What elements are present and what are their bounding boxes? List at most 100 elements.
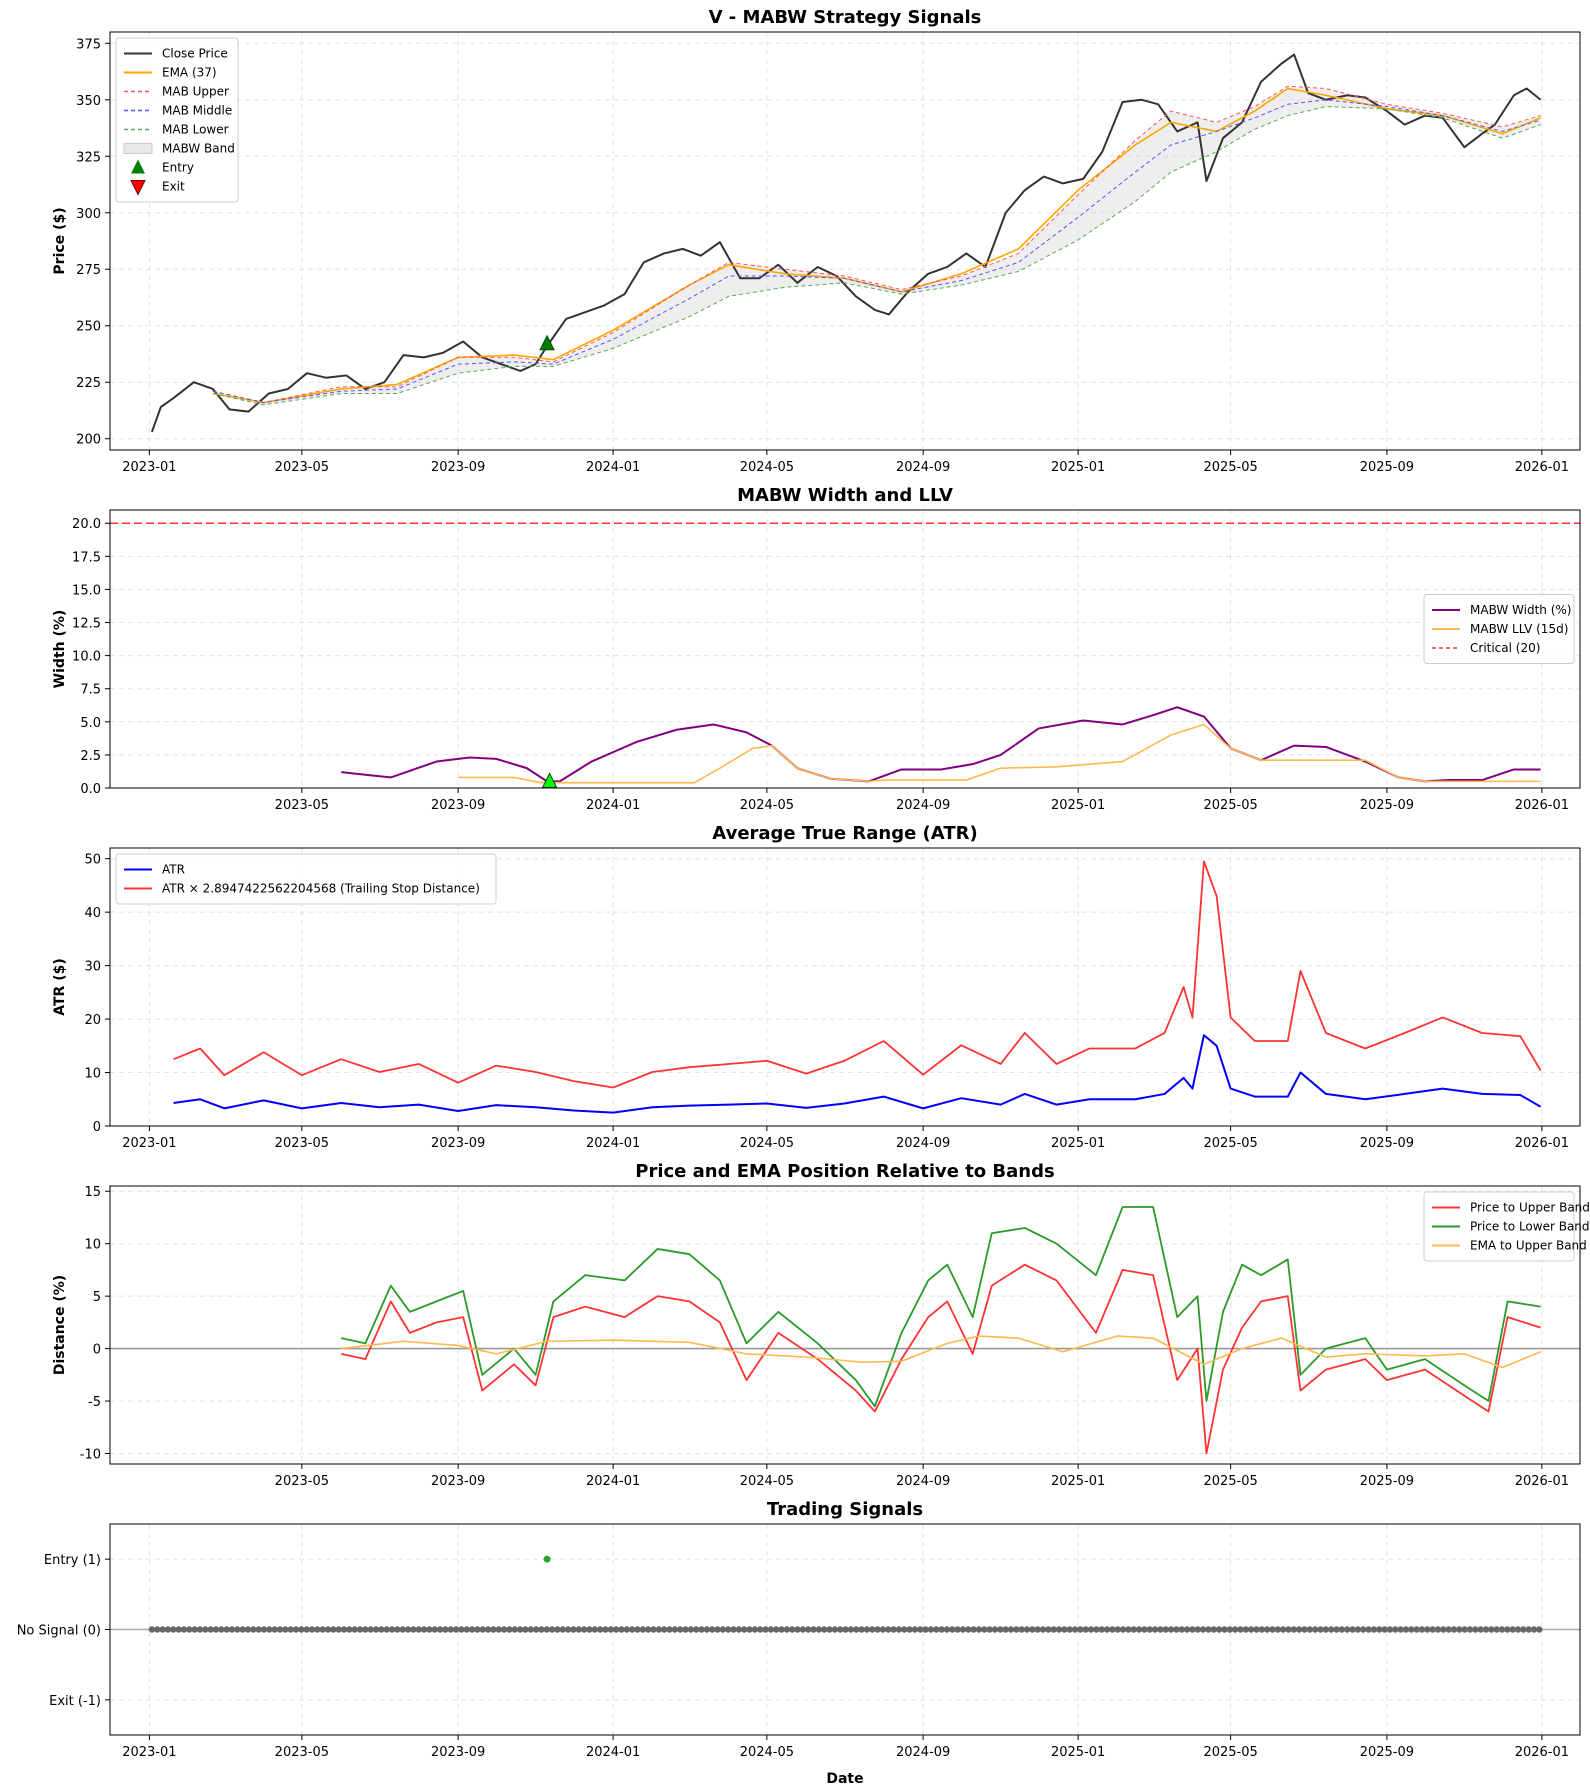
- no-signal-point: [1360, 1626, 1367, 1633]
- no-signal-point: [644, 1626, 652, 1633]
- no-signal-point: [1424, 1626, 1431, 1633]
- no-signal-point: [778, 1626, 785, 1633]
- x-tick-label: 2025-01: [1051, 460, 1105, 475]
- no-signal-point: [677, 1626, 684, 1633]
- axes-frame: [109, 31, 1581, 451]
- no-signal-point: [1055, 1626, 1063, 1633]
- y-tick-label: Entry (1): [44, 1553, 101, 1568]
- no-signal-point: [618, 1626, 625, 1633]
- plot-area: [110, 1555, 1580, 1633]
- y-tick-label: 250: [76, 320, 101, 335]
- no-signal-point: [821, 1626, 828, 1633]
- no-signal-point: [527, 1626, 534, 1633]
- legend-box: [1423, 1191, 1575, 1262]
- axes-frame: [109, 847, 1581, 1127]
- no-signal-point: [634, 1626, 641, 1633]
- legend-label: Price to Upper Band (%): [1470, 1201, 1590, 1215]
- x-tick-label: 2025-01: [1051, 1474, 1105, 1489]
- no-signal-point: [1103, 1626, 1111, 1633]
- no-signal-point: [1493, 1626, 1500, 1633]
- no-signal-point: [1514, 1626, 1522, 1633]
- panel-title: Price and EMA Position Relative to Bands: [635, 1161, 1054, 1182]
- panel-title: Average True Range (ATR): [712, 823, 977, 844]
- no-signal-point: [789, 1626, 796, 1633]
- y-tick-label: 10: [84, 1067, 101, 1082]
- no-signal-point: [511, 1626, 518, 1633]
- x-tick-label: 2023-09: [431, 460, 485, 475]
- x-tick-label: 2023-05: [275, 798, 329, 813]
- no-signal-point: [1221, 1626, 1228, 1633]
- x-tick-label: 2023-05: [275, 1474, 329, 1489]
- no-signal-point: [362, 1626, 369, 1633]
- series-line-mab-lower: [212, 106, 1541, 406]
- y-tick-label: 200: [76, 433, 101, 448]
- no-signal-point: [922, 1626, 929, 1633]
- no-signal-point: [1173, 1626, 1180, 1633]
- y-tick-label: 325: [76, 150, 101, 165]
- y-tick-label: 275: [76, 263, 101, 278]
- no-signal-point: [484, 1626, 492, 1633]
- no-signal-point: [757, 1626, 764, 1633]
- no-signal-point: [500, 1626, 508, 1633]
- y-tick-label: 40: [84, 906, 101, 921]
- series-line-mab-upper: [212, 85, 1541, 404]
- no-signal-point: [207, 1626, 214, 1633]
- no-signal-point: [794, 1626, 801, 1633]
- no-signal-point: [1477, 1626, 1484, 1633]
- no-signal-point: [244, 1626, 252, 1633]
- legend-label: MABW LLV (15d): [1470, 622, 1568, 636]
- no-signal-point: [1226, 1626, 1234, 1633]
- no-signal-point: [767, 1626, 775, 1633]
- no-signal-point: [276, 1626, 284, 1633]
- no-signal-point: [356, 1626, 364, 1633]
- x-tick-label: 2023-01: [122, 1136, 176, 1151]
- no-signal-point: [218, 1626, 225, 1633]
- legend-label: Price to Lower Band (%): [1470, 1220, 1590, 1234]
- no-signal-point: [1119, 1626, 1127, 1633]
- no-signal-point: [943, 1626, 951, 1633]
- x-tick-label: 2023-09: [431, 798, 485, 813]
- no-signal-point: [1456, 1626, 1463, 1633]
- no-signal-point: [1296, 1626, 1303, 1633]
- no-signal-point: [516, 1626, 524, 1633]
- no-signal-point: [404, 1626, 412, 1633]
- no-signal-point: [399, 1626, 406, 1633]
- no-signal-point: [1370, 1626, 1378, 1633]
- no-signal-point: [1199, 1626, 1207, 1633]
- no-signal-point: [340, 1626, 348, 1633]
- no-signal-point: [1381, 1626, 1388, 1633]
- y-tick-label: 7.5: [80, 683, 101, 698]
- no-signal-point: [1520, 1626, 1527, 1633]
- no-signal-point: [815, 1626, 823, 1633]
- x-tick-label: 2024-01: [586, 1745, 640, 1760]
- legend-swatch: [123, 143, 153, 154]
- no-signal-point: [239, 1626, 246, 1633]
- no-signal-point: [1306, 1626, 1314, 1633]
- no-signal-point: [719, 1626, 727, 1633]
- no-signal-point: [330, 1626, 337, 1633]
- no-signal-point: [463, 1626, 470, 1633]
- no-signal-point: [1071, 1626, 1079, 1633]
- x-tick-label: 2023-05: [275, 1136, 329, 1151]
- no-signal-point: [420, 1626, 428, 1633]
- no-signal-point: [164, 1626, 172, 1633]
- no-signal-point: [1215, 1626, 1223, 1633]
- x-tick-label: 2024-01: [586, 798, 640, 813]
- no-signal-point: [1269, 1626, 1276, 1633]
- x-tick-label: 2024-01: [586, 460, 640, 475]
- legend-label: Close Price: [162, 47, 228, 61]
- y-tick-label: 2.5: [80, 749, 101, 764]
- no-signal-point: [1247, 1626, 1255, 1633]
- x-tick-label: 2024-09: [896, 1745, 950, 1760]
- no-signal-point: [292, 1626, 300, 1633]
- series-line-ema-to-upper-band: [341, 1335, 1541, 1369]
- y-axis-label: Price ($): [52, 207, 68, 274]
- no-signal-point: [415, 1626, 422, 1633]
- no-signal-point: [372, 1626, 380, 1633]
- x-tick-label: 2025-05: [1203, 460, 1257, 475]
- no-signal-point: [1077, 1626, 1084, 1633]
- no-signal-point: [452, 1626, 460, 1633]
- no-signal-point: [383, 1626, 390, 1633]
- no-signal-point: [223, 1626, 230, 1633]
- legend-label: ATR × 2.8947422562204568 (Trailing Stop …: [162, 882, 480, 896]
